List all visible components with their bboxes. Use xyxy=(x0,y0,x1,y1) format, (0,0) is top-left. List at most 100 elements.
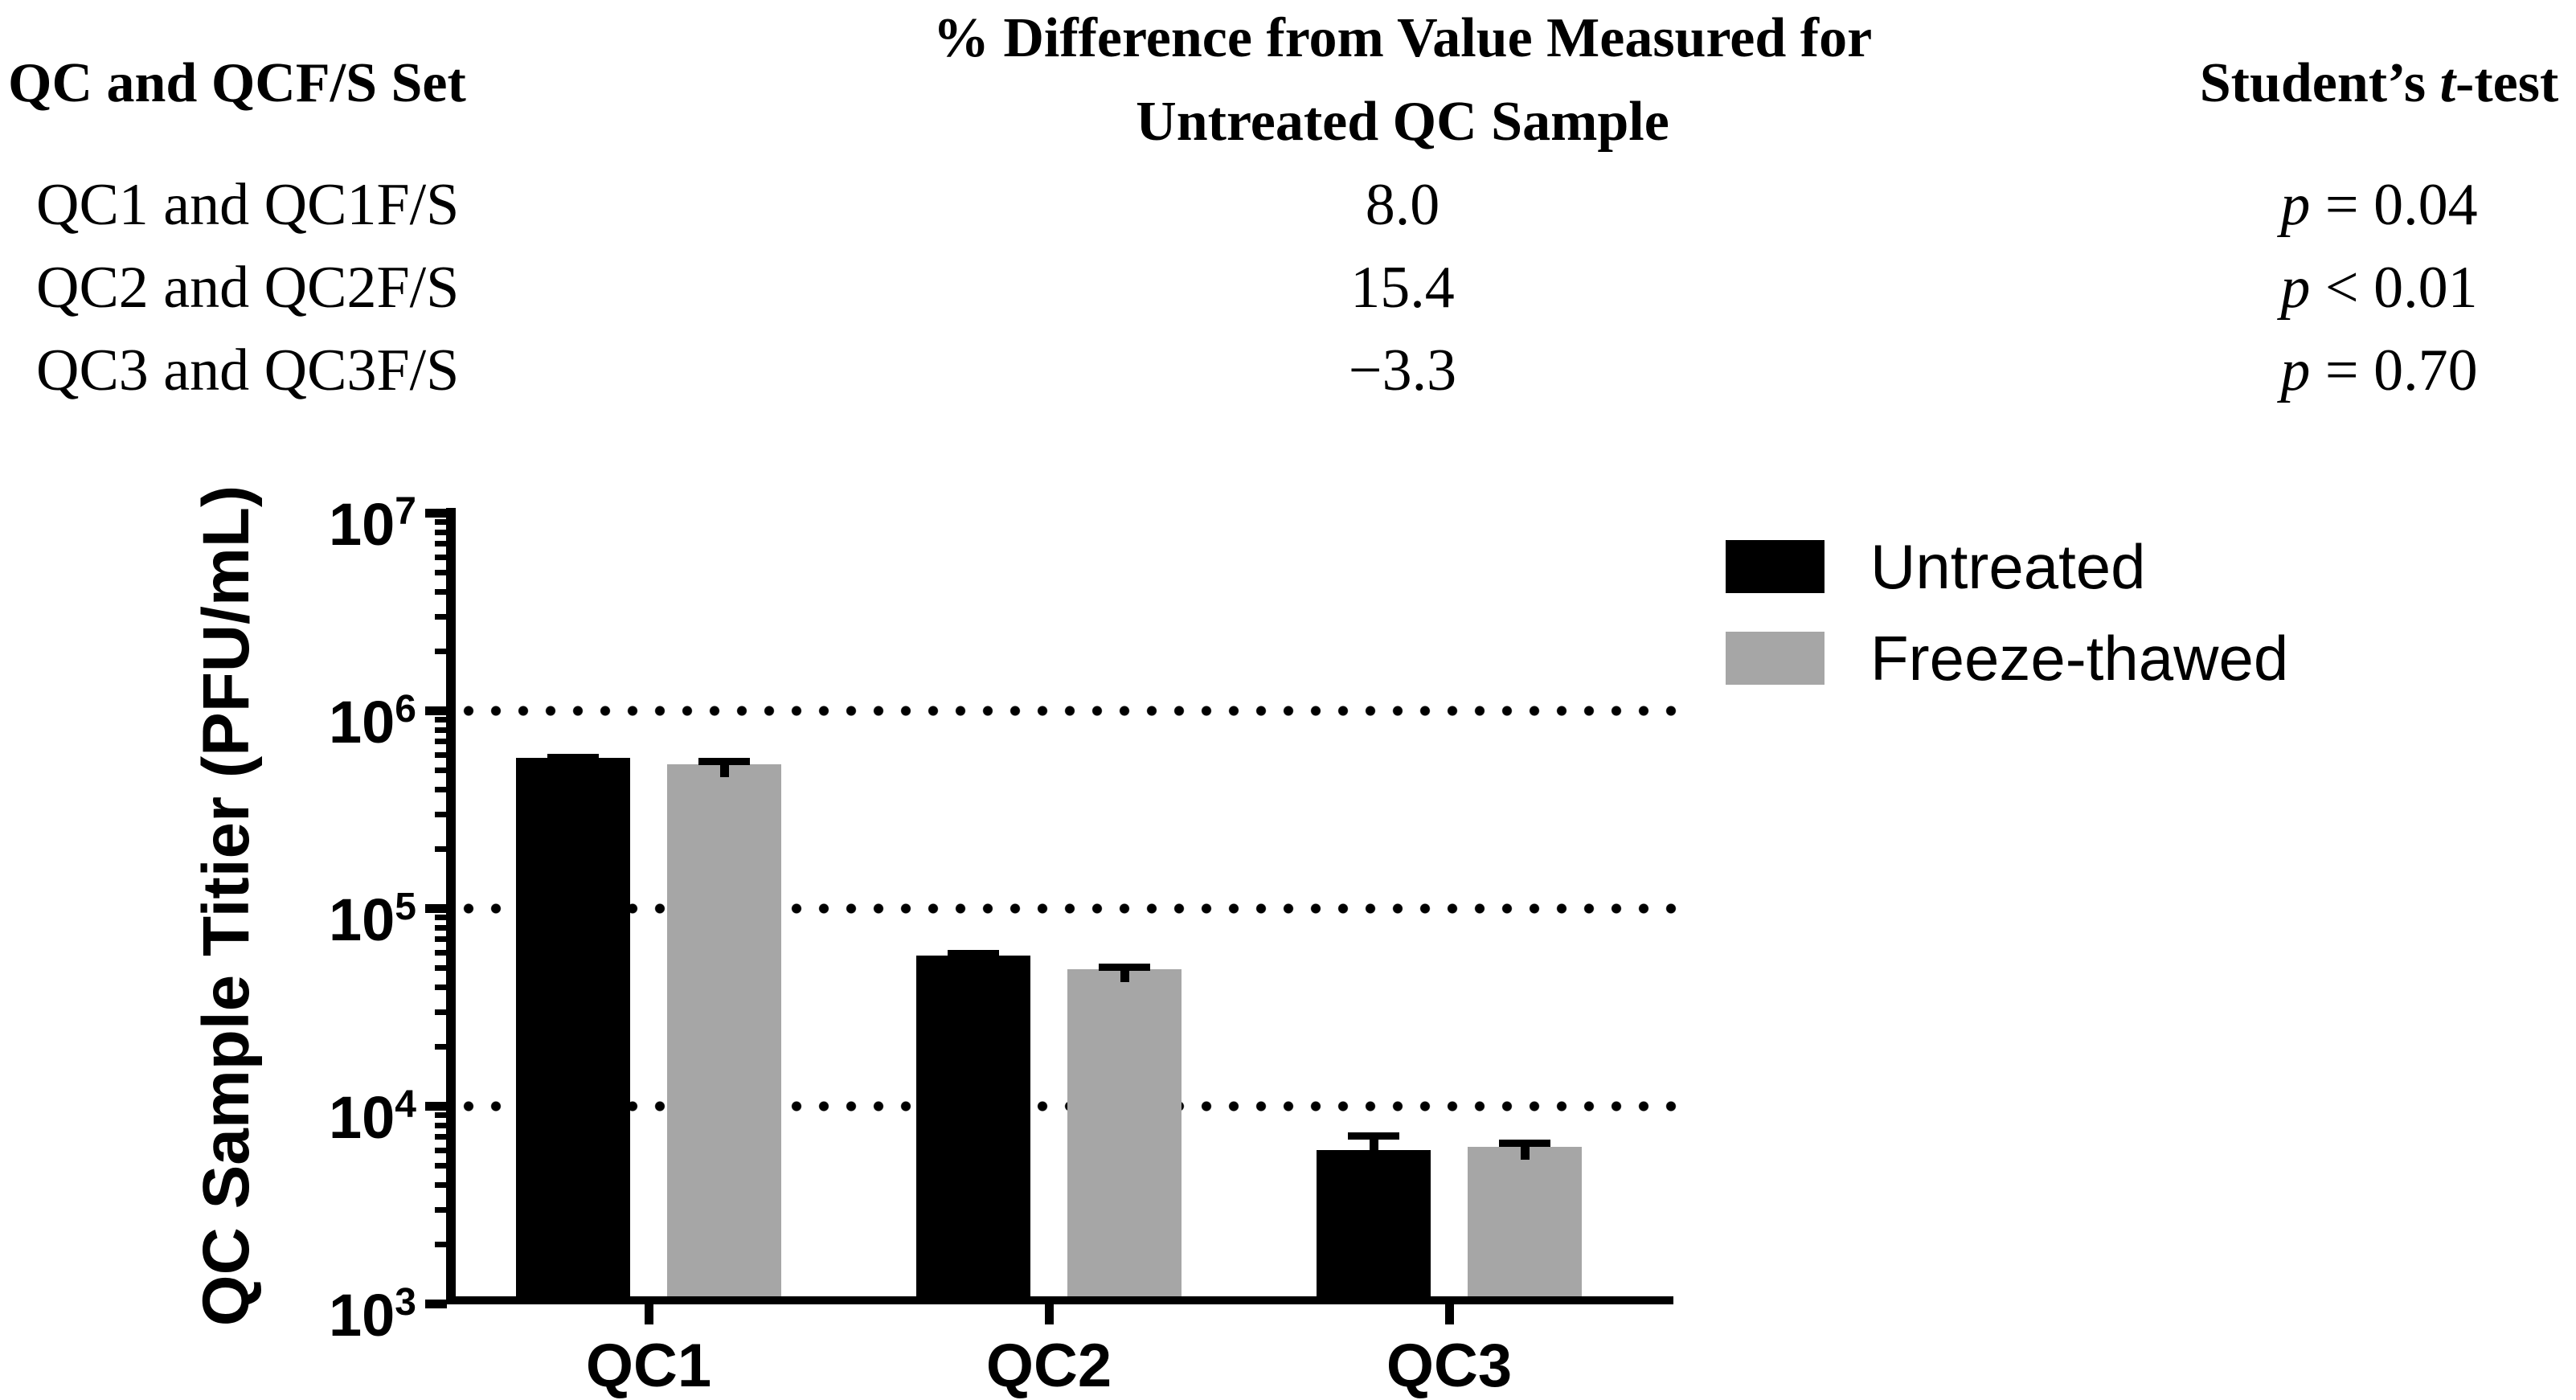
y-major-tick-1e6 xyxy=(425,706,447,715)
y-minor-tick xyxy=(435,648,447,654)
y-minor-tick xyxy=(435,554,447,560)
p-value: = 0.04 xyxy=(2310,172,2478,238)
y-minor-tick xyxy=(435,924,447,931)
y-tick-label-1e3: 103 xyxy=(225,1260,418,1349)
y-minor-tick xyxy=(435,1147,447,1153)
y-minor-tick xyxy=(435,1122,447,1128)
bar-qc2-untreated xyxy=(916,956,1030,1296)
gridline-1e5 xyxy=(455,903,1677,914)
y-minor-tick xyxy=(435,984,447,990)
table-header-percent-difference-line2: Untreated QC Sample xyxy=(1136,91,1669,153)
y-major-tick-1e7 xyxy=(425,509,447,518)
table-header-set: QC and QCF/S Set xyxy=(8,52,466,114)
table-row-pvalue: p < 0.01 xyxy=(2154,251,2576,325)
y-minor-tick xyxy=(435,717,447,723)
y-minor-tick xyxy=(435,1009,447,1015)
table-header-ttest: Student’s t-test xyxy=(2154,42,2576,125)
error-whisker-qc2-freeze-thawed xyxy=(1120,970,1129,983)
table-row-diff: 8.0 xyxy=(1365,172,1440,238)
y-minor-tick xyxy=(435,845,447,852)
table-row-pvalue: p = 0.70 xyxy=(2154,334,2576,407)
y-minor-tick xyxy=(435,751,447,758)
x-label-qc1: QC1 xyxy=(585,1332,712,1400)
error-cap-qc1-freeze-thawed xyxy=(698,757,750,765)
y-minor-tick xyxy=(435,936,447,943)
y-tick-exponent: 7 xyxy=(395,490,418,533)
y-minor-tick xyxy=(435,1043,447,1050)
error-cap-qc2-untreated xyxy=(948,949,999,957)
y-minor-tick xyxy=(435,541,447,547)
y-minor-tick xyxy=(435,1181,447,1188)
y-minor-tick xyxy=(435,1206,447,1213)
y-minor-tick xyxy=(435,1134,447,1140)
y-tick-base: 10 xyxy=(328,689,395,755)
y-minor-tick xyxy=(435,811,447,817)
y-tick-exponent: 3 xyxy=(395,1281,418,1324)
table-row-diff: −3.3 xyxy=(1348,338,1457,403)
y-tick-label-1e5: 105 xyxy=(225,865,418,953)
p-value: < 0.01 xyxy=(2310,255,2478,321)
y-tick-exponent: 6 xyxy=(395,688,418,731)
y-minor-tick xyxy=(435,529,447,535)
p-value: = 0.70 xyxy=(2310,338,2478,403)
y-tick-base: 10 xyxy=(328,886,395,953)
bar-qc3-untreated xyxy=(1317,1149,1431,1296)
bar-qc3-freeze-thawed xyxy=(1468,1147,1582,1296)
y-tick-exponent: 5 xyxy=(395,886,418,928)
y-minor-tick xyxy=(435,613,447,620)
y-tick-label-1e7: 107 xyxy=(225,469,418,558)
y-minor-tick xyxy=(435,519,447,526)
table-header-percent-difference-line1: % Difference from Value Measured for xyxy=(932,7,1873,69)
y-minor-tick xyxy=(435,570,447,576)
y-minor-tick xyxy=(435,739,447,745)
ttest-header-suffix: -test xyxy=(2455,52,2559,114)
y-tick-base: 10 xyxy=(328,1084,395,1151)
y-major-tick-1e4 xyxy=(425,1102,447,1111)
gridline-1e4 xyxy=(455,1101,1677,1111)
x-tick-qc2 xyxy=(1045,1304,1054,1324)
y-tick-base: 10 xyxy=(328,491,395,558)
y-tick-label-1e4: 104 xyxy=(225,1062,418,1151)
gridline-1e6 xyxy=(455,706,1677,716)
table-row-diff: 15.4 xyxy=(1350,255,1455,321)
table-row-set: QC1 and QC1F/S xyxy=(36,172,460,238)
y-minor-tick xyxy=(435,949,447,956)
x-label-qc2: QC2 xyxy=(985,1332,1112,1400)
bar-qc1-untreated xyxy=(516,758,630,1296)
y-minor-tick xyxy=(435,768,447,774)
y-minor-tick xyxy=(435,965,447,972)
legend-swatch-freeze-thawed xyxy=(1726,632,1824,685)
p-symbol: p xyxy=(2280,338,2311,403)
x-tick-qc1 xyxy=(645,1304,653,1324)
table-header-percent-difference: % Difference from Value Measured for Unt… xyxy=(836,0,1969,164)
error-cap-qc2-freeze-thawed xyxy=(1099,964,1150,972)
y-major-tick-1e5 xyxy=(425,904,447,913)
legend-label-freeze-thawed: Freeze-thawed xyxy=(1870,623,2289,694)
legend-swatch-untreated xyxy=(1726,540,1824,593)
table-row-pvalue: p = 0.04 xyxy=(2154,168,2576,242)
y-axis-line xyxy=(446,508,456,1304)
p-symbol: p xyxy=(2280,255,2311,321)
y-minor-tick xyxy=(435,786,447,792)
table-row-set: QC3 and QC3F/S xyxy=(36,338,460,403)
y-minor-tick xyxy=(435,915,447,921)
legend-label-untreated: Untreated xyxy=(1870,531,2146,602)
bar-qc2-freeze-thawed xyxy=(1067,969,1182,1296)
p-symbol: p xyxy=(2280,172,2311,238)
x-axis-line xyxy=(446,1296,1673,1304)
y-minor-tick xyxy=(435,727,447,733)
x-label-qc3: QC3 xyxy=(1386,1332,1513,1400)
y-tick-base: 10 xyxy=(328,1282,395,1349)
x-tick-qc3 xyxy=(1445,1304,1454,1324)
y-tick-exponent: 4 xyxy=(395,1083,418,1126)
y-tick-label-1e6: 106 xyxy=(225,667,418,755)
y-major-tick-1e3 xyxy=(425,1300,447,1308)
error-whisker-qc3-freeze-thawed xyxy=(1520,1145,1530,1161)
error-whisker-qc1-untreated xyxy=(568,760,578,772)
error-cap-qc1-untreated xyxy=(547,754,599,762)
ttest-header-t: t xyxy=(2439,52,2456,114)
y-minor-tick xyxy=(435,1241,447,1247)
y-minor-tick xyxy=(435,1163,447,1169)
error-whisker-qc1-freeze-thawed xyxy=(719,763,729,777)
error-cap-qc3-untreated xyxy=(1348,1132,1399,1140)
